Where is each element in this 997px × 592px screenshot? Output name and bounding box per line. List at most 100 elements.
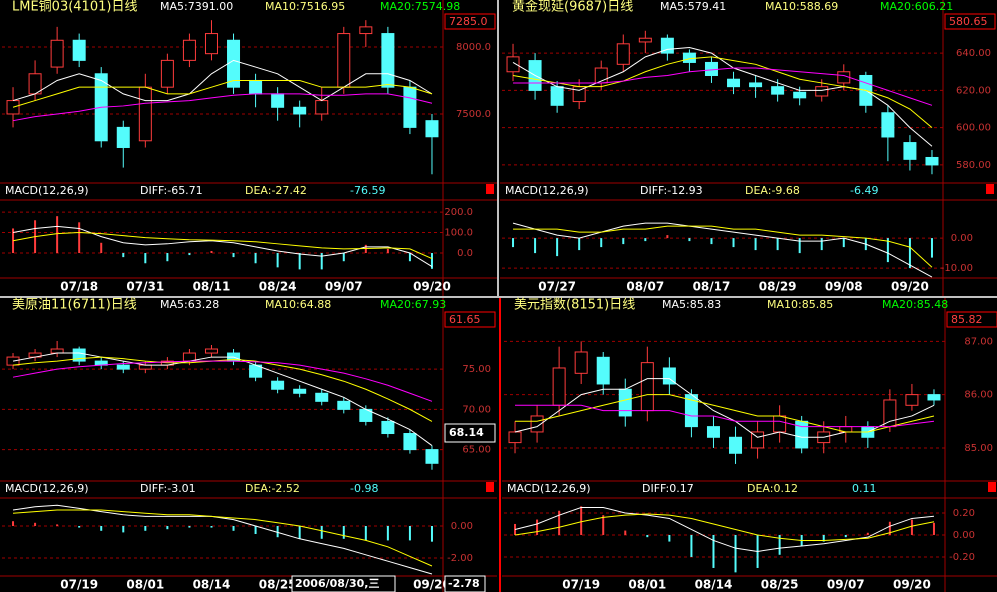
ma-line — [12, 356, 433, 422]
y-tick-label: 70.00 — [462, 404, 491, 415]
candle-body — [881, 112, 895, 138]
x-tick-label: 09/20 — [893, 578, 931, 592]
x-tick-label: 09/20 — [413, 578, 451, 592]
legend-entry: MA5:579.41 — [660, 0, 726, 13]
candle-body — [403, 86, 417, 128]
y-tick-label: 580.00 — [956, 160, 991, 171]
ma-line — [12, 360, 433, 402]
y-tick-label: 0.00 — [951, 233, 973, 244]
x-tick-label: 08/25 — [761, 578, 799, 592]
marker — [486, 482, 494, 492]
candle-body — [574, 351, 588, 374]
macd-value: -6.49 — [850, 184, 878, 197]
x-tick-label: 09/07 — [827, 578, 865, 592]
candle-body — [927, 394, 941, 401]
candle-body — [508, 431, 522, 444]
cursor-box — [444, 575, 486, 592]
macd-line — [512, 222, 933, 278]
macd-dea: DEA:0.12 — [747, 482, 798, 495]
candle-body — [596, 356, 610, 385]
y-tick-label: 620.00 — [956, 85, 991, 96]
y-tick-label: -10.00 — [941, 263, 973, 274]
y-tick-label: 0.20 — [953, 508, 975, 519]
macd-line — [514, 513, 935, 541]
candle-body — [249, 79, 263, 95]
macd-value: 0.11 — [852, 482, 877, 495]
legend-entry: MA5:63.28 — [160, 298, 219, 311]
x-tick-label: 08/11 — [193, 280, 231, 294]
candle-body — [50, 39, 64, 68]
candle-body — [160, 59, 174, 88]
candle-body — [773, 415, 787, 433]
macd-diff: DIFF:-3.01 — [140, 482, 196, 495]
candle-body — [50, 348, 64, 354]
last-price: 85.82 — [951, 313, 983, 326]
candle-body — [138, 364, 152, 370]
chart-title: LME铜03(4101)日线 — [12, 0, 137, 15]
candle-body — [905, 394, 919, 406]
cursor-date: 2006/08/30,三 — [295, 577, 379, 590]
macd-line — [513, 225, 933, 268]
candle-body — [729, 436, 743, 454]
ma-line — [12, 93, 433, 122]
macd-title: MACD(12,26,9) — [5, 482, 89, 495]
x-tick-label: 08/07 — [626, 280, 664, 294]
cursor-box — [291, 575, 396, 592]
legend-entry: MA20:7574.98 — [380, 0, 460, 13]
candle-body — [727, 78, 741, 88]
legend-entry: MA20:606.21 — [880, 0, 953, 13]
y-tick-label: 100.0 — [444, 228, 473, 239]
last-box — [944, 13, 996, 30]
last-box — [444, 13, 496, 30]
macd-value: -0.98 — [350, 482, 378, 495]
y-tick-label: 86.00 — [964, 390, 993, 401]
candle-body — [271, 93, 285, 108]
x-tick-label: 07/19 — [60, 578, 98, 592]
x-tick-label: 09/20 — [413, 280, 451, 294]
candle-body — [925, 156, 939, 166]
y-tick-label: 0.0 — [457, 248, 473, 259]
candle-body — [403, 433, 417, 451]
y-tick-label: 640.00 — [956, 48, 991, 59]
candle-body — [315, 392, 329, 402]
candle-body — [682, 52, 696, 63]
legend-entry: MA5:7391.00 — [160, 0, 233, 13]
x-tick-label: 08/14 — [695, 578, 733, 592]
ma-line — [12, 59, 433, 102]
candle-body — [337, 400, 351, 410]
legend-entry: MA10:588.69 — [765, 0, 838, 13]
macd-dea: DEA:-9.68 — [745, 184, 800, 197]
candle-body — [550, 86, 564, 106]
x-tick-label: 07/31 — [126, 280, 164, 294]
ma-line — [512, 56, 933, 129]
chart-title: 黄金现延(9687)日线 — [512, 0, 633, 15]
y-tick-label: -0.20 — [949, 552, 975, 563]
candle-body — [616, 43, 630, 65]
x-tick-label: 08/01 — [126, 578, 164, 592]
x-tick-label: 09/07 — [325, 280, 363, 294]
legend-entry: MA10:85.85 — [767, 298, 833, 311]
x-tick-label: 08/25 — [259, 578, 297, 592]
candle-body — [381, 33, 395, 88]
macd-diff: DIFF:0.17 — [642, 482, 694, 495]
candle-body — [293, 106, 307, 115]
candle-body — [706, 426, 720, 438]
y-tick-label: 85.00 — [964, 443, 993, 454]
candle-body — [271, 380, 285, 390]
candle-body — [793, 91, 807, 99]
macd-diff: DIFF:-12.93 — [640, 184, 703, 197]
y-tick-label: 7500.0 — [456, 109, 491, 120]
candle-body — [204, 33, 218, 55]
y-tick-label: 600.00 — [956, 123, 991, 134]
candle-body — [138, 86, 152, 142]
last-price: 7285.0 — [449, 15, 488, 28]
candle-body — [903, 142, 917, 160]
ma-line — [12, 79, 433, 108]
candle-body — [704, 61, 718, 76]
macd-line — [12, 232, 433, 260]
candle-body — [293, 388, 307, 394]
y-tick-label: 8000.0 — [456, 42, 491, 53]
y-tick-label: 200.0 — [444, 207, 473, 218]
macd-dea: DEA:-27.42 — [245, 184, 307, 197]
macd-value: -76.59 — [350, 184, 385, 197]
